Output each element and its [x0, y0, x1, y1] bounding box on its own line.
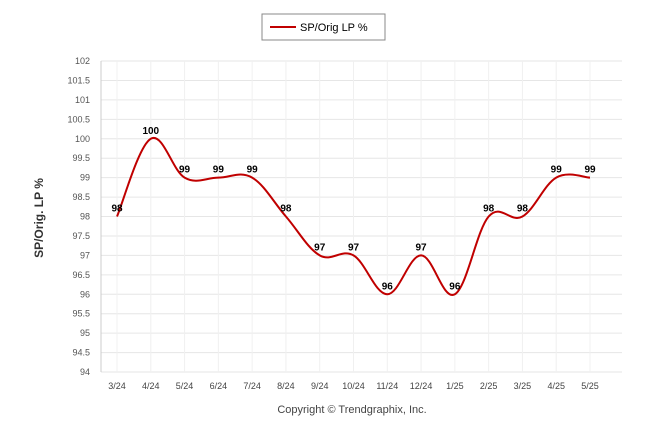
data-label: 96 [382, 281, 394, 292]
legend-label: SP/Orig LP % [300, 22, 368, 34]
x-tick-label: 3/24 [108, 381, 126, 391]
series-line [116, 137, 591, 296]
data-label: 98 [280, 204, 292, 215]
y-tick-label: 98.5 [72, 192, 90, 202]
data-label: 98 [517, 204, 529, 215]
data-label: 99 [179, 165, 191, 176]
x-tick-label: 2/25 [480, 381, 498, 391]
x-tick-label: 8/24 [277, 381, 295, 391]
x-tick-label: 4/24 [142, 381, 160, 391]
y-tick-label: 102 [75, 56, 90, 66]
y-tick-label: 99.5 [72, 153, 90, 163]
data-label: 98 [483, 204, 495, 215]
x-tick-label: 12/24 [410, 381, 433, 391]
x-tick-label: 10/24 [342, 381, 365, 391]
y-tick-label: 97 [80, 250, 90, 260]
x-tick-label: 5/24 [176, 381, 194, 391]
y-tick-label: 95.5 [72, 309, 90, 319]
data-label: 98 [111, 204, 123, 215]
x-tick-label: 6/24 [210, 381, 228, 391]
y-tick-label: 99 [80, 173, 90, 183]
data-label: 99 [551, 165, 563, 176]
y-tick-label: 100.5 [67, 114, 90, 124]
y-axis-label: SP/Orig. LP % [32, 178, 46, 258]
data-label: 96 [449, 281, 461, 292]
y-tick-label: 101 [75, 95, 90, 105]
y-tick-label: 100 [75, 134, 90, 144]
y-tick-label: 94 [80, 367, 90, 377]
data-label: 97 [348, 242, 360, 253]
y-tick-label: 97.5 [72, 231, 90, 241]
data-label: 99 [247, 165, 259, 176]
x-tick-label: 3/25 [514, 381, 532, 391]
y-axis-ticks: 94 94.5 95 95.5 96 96.5 97 97.5 98 98.5 99 99.5 100 1… [67, 56, 90, 377]
y-tick-label: 94.5 [72, 348, 90, 358]
data-label: 97 [314, 242, 326, 253]
y-tick-label: 96 [80, 289, 90, 299]
y-tick-label: 98 [80, 212, 90, 222]
data-label: 100 [142, 126, 159, 137]
y-tick-label: 96.5 [72, 270, 90, 280]
gridlines [100, 60, 622, 373]
copyright-text: Copyright © Trendgraphix, Inc. [277, 404, 426, 416]
x-axis-ticks: 3/24 4/24 5/24 6/24 7/24 8/24 9/24 10/24 11/24 12… [108, 381, 599, 391]
x-tick-label: 11/24 [376, 381, 398, 391]
x-tick-label: 5/25 [581, 381, 599, 391]
data-label: 97 [416, 242, 428, 253]
data-label: 99 [213, 165, 225, 176]
y-tick-label: 101.5 [67, 75, 90, 85]
x-tick-label: 9/24 [311, 381, 329, 391]
data-label: 99 [584, 165, 596, 176]
x-tick-label: 7/24 [243, 381, 261, 391]
data-labels: 98 100 99 99 99 98 97 97 96 97 96 98 98 99 99 [111, 126, 596, 293]
legend[interactable]: SP/Orig LP % [261, 13, 386, 41]
x-tick-label: 4/25 [547, 381, 565, 391]
x-tick-label: 1/25 [446, 381, 464, 391]
y-tick-label: 95 [80, 328, 90, 338]
